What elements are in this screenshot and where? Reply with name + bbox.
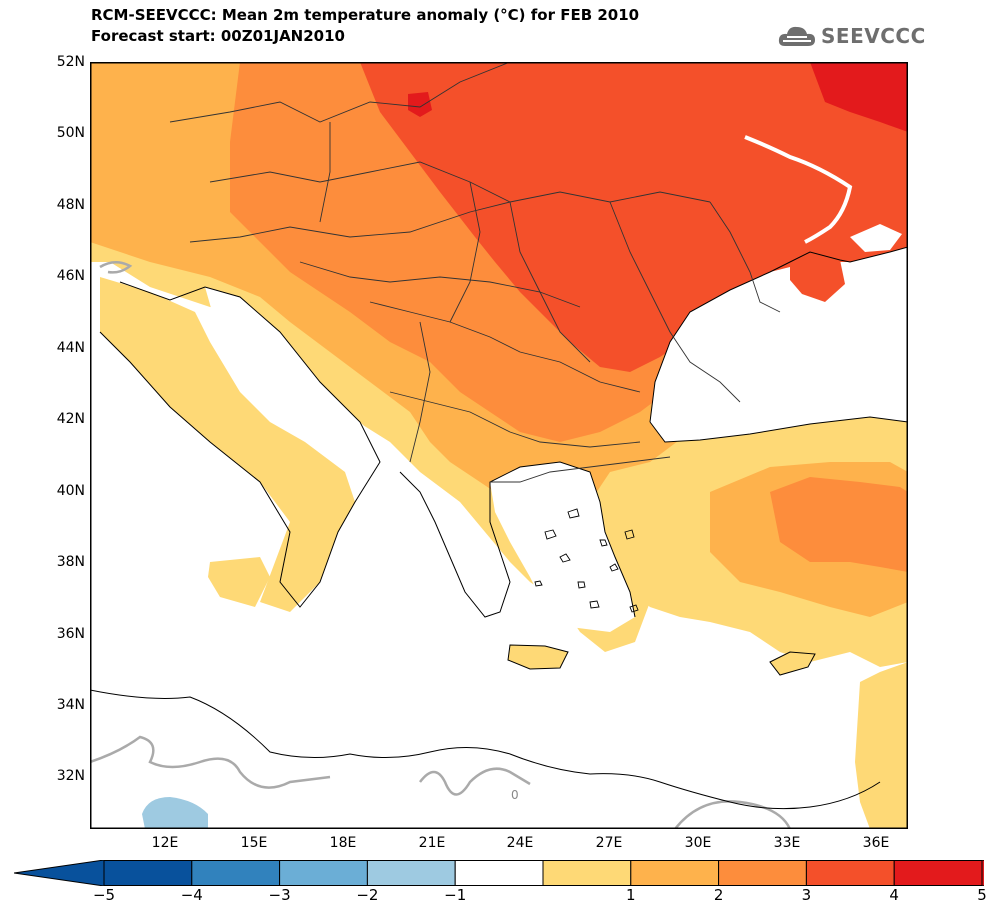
sea-of-azov xyxy=(850,224,902,252)
anomaly-band-3-4-anatolia xyxy=(770,477,908,572)
lon-label-30e: 30E xyxy=(684,835,712,851)
lat-label-40n: 40N xyxy=(56,483,85,499)
forecast-start-subtitle: Forecast start: 00Z01JAN2010 xyxy=(91,27,345,45)
map-frame xyxy=(90,62,908,829)
colorbar-label: 4 xyxy=(889,886,899,904)
lon-label-15e: 15E xyxy=(240,835,268,851)
colorbar-segment-5 xyxy=(542,860,632,886)
temperature-anomaly-map: 0 xyxy=(90,62,908,829)
colorbar-segment-9 xyxy=(893,860,983,886)
colorbar-upper-extension xyxy=(981,860,984,886)
lat-label-48n: 48N xyxy=(56,197,85,213)
lon-label-36e: 36E xyxy=(862,835,890,851)
lat-label-50n: 50N xyxy=(56,125,85,141)
north-africa-coastline xyxy=(90,689,881,810)
lat-label-44n: 44N xyxy=(56,340,85,356)
lat-label-36n: 36N xyxy=(56,626,85,642)
anomaly-band-gt5-spot xyxy=(408,92,432,117)
colorbar-segments xyxy=(14,860,984,886)
lon-label-27e: 27E xyxy=(595,835,623,851)
colorbar-segment-3 xyxy=(366,860,456,886)
colorbar-label: −2 xyxy=(356,886,379,904)
zero-contour-north-africa xyxy=(90,735,331,789)
lat-label-46n: 46N xyxy=(56,268,85,284)
anomaly-band-1-2-crete xyxy=(508,645,568,669)
colorbar-segment-0 xyxy=(103,860,193,886)
zero-contour-libya xyxy=(419,767,531,796)
logo-text: SEEVCCC xyxy=(821,24,926,48)
aegean-islands xyxy=(534,508,639,613)
italy-coastline xyxy=(99,281,381,608)
lon-label-24e: 24E xyxy=(506,835,534,851)
colorbar-label: 3 xyxy=(801,886,812,904)
anomaly-band-neg-1-2 xyxy=(142,797,208,829)
anomaly-band-1-2-cyprus xyxy=(770,652,815,675)
seevccc-logo: SEEVCCC xyxy=(777,20,926,52)
greece-coastline xyxy=(399,461,636,618)
anomaly-band-1-2-levant xyxy=(855,662,908,829)
crimea xyxy=(790,252,845,302)
adriatic-sea xyxy=(205,287,400,482)
zero-contour-italy-north xyxy=(99,261,133,274)
anomaly-band-1-2-italy xyxy=(100,277,355,612)
colorbar-label: 1 xyxy=(626,886,636,904)
colorbar-label: −4 xyxy=(180,886,203,904)
lat-label-42n: 42N xyxy=(56,411,85,427)
colorbar-label: −1 xyxy=(444,886,467,904)
colorbar-segment-2 xyxy=(279,860,368,886)
dnieper-river xyxy=(744,135,853,244)
map-title: RCM-SEEVCCC: Mean 2m temperature anomaly… xyxy=(91,6,640,24)
crete-coastline xyxy=(507,644,569,670)
lat-label-38n: 38N xyxy=(56,554,85,570)
anomaly-band-gt5 xyxy=(810,62,908,132)
lat-label-34n: 34N xyxy=(56,697,85,713)
colorbar-label: −5 xyxy=(92,886,116,904)
colorbar xyxy=(14,860,984,886)
colorbar-label: −3 xyxy=(268,886,291,904)
colorbar-segment-7 xyxy=(718,860,807,886)
zero-contour-egypt xyxy=(674,800,792,829)
cloud-logo-icon xyxy=(778,26,815,46)
colorbar-segment-6 xyxy=(630,860,720,886)
black-sea xyxy=(650,247,908,442)
lon-label-12e: 12E xyxy=(151,835,179,851)
colorbar-segment-4 xyxy=(454,860,544,886)
cyprus-coastline xyxy=(769,651,816,676)
colorbar-label: 5 xyxy=(977,886,987,904)
colorbar-segment-8 xyxy=(805,860,895,886)
lon-label-18e: 18E xyxy=(329,835,357,851)
zero-contour-label: 0 xyxy=(511,788,519,802)
colorbar-label: 2 xyxy=(713,886,724,904)
lat-label-32n: 32N xyxy=(56,768,85,784)
aegean-sea xyxy=(490,462,635,632)
black-sea-coastline xyxy=(649,246,908,443)
lat-label-52n: 52N xyxy=(56,54,85,70)
country-borders xyxy=(169,62,781,483)
colorbar-lower-extension xyxy=(14,860,105,886)
colorbar-segment-1 xyxy=(191,860,281,886)
anomaly-band-1-2-sicily xyxy=(208,557,270,607)
lon-label-21e: 21E xyxy=(418,835,446,851)
lon-label-33e: 33E xyxy=(773,835,801,851)
